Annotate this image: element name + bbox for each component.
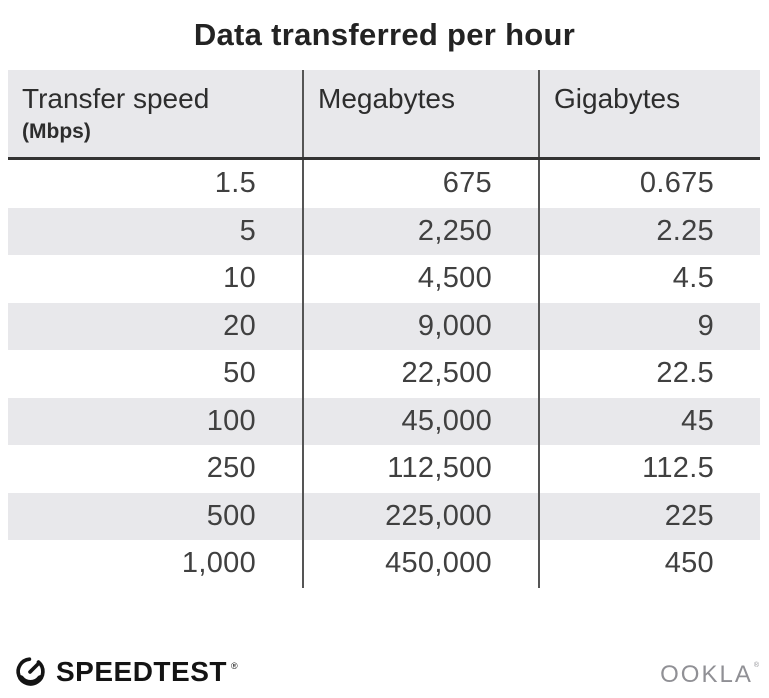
registered-trademark-icon: ® bbox=[230, 661, 238, 671]
cell-speed: 250 bbox=[206, 452, 256, 485]
cell-megabytes: 675 bbox=[302, 160, 538, 208]
table-row: 500 225,000 225 bbox=[8, 492, 760, 540]
table-row: 250 112,500 112.5 bbox=[8, 445, 760, 493]
table-body: 1.5 675 0.675 5 2,250 2.25 10 4,500 4.5 … bbox=[8, 160, 760, 588]
registered-trademark-icon: ® bbox=[753, 662, 759, 669]
cell-gigabytes: 112.5 bbox=[538, 445, 760, 493]
cell-speed: 50 bbox=[223, 357, 256, 390]
table-row: 10 4,500 4.5 bbox=[8, 255, 760, 303]
table-row: 5 2,250 2.25 bbox=[8, 207, 760, 255]
data-table: Transfer speed (Mbps) Megabytes Gigabyte… bbox=[8, 70, 760, 588]
header-transfer-speed-label: Transfer speed bbox=[22, 83, 210, 114]
cell-megabytes: 45,000 bbox=[302, 397, 538, 445]
cell-speed: 100 bbox=[206, 404, 256, 437]
cell-gigabytes: 9 bbox=[538, 302, 760, 350]
cell-gigabytes: 2.25 bbox=[538, 207, 760, 255]
cell-speed: 1,000 bbox=[181, 547, 256, 580]
ookla-logo: OOKLA ® bbox=[660, 661, 759, 689]
table-row: 1.5 675 0.675 bbox=[8, 160, 760, 208]
cell-megabytes: 225,000 bbox=[302, 492, 538, 540]
speedtest-wordmark: SPEEDTEST bbox=[56, 655, 227, 687]
cell-speed: 1.5 bbox=[214, 167, 256, 200]
cell-speed: 10 bbox=[223, 262, 256, 295]
table-row: 1,000 450,000 450 bbox=[8, 540, 760, 588]
cell-megabytes: 2,250 bbox=[302, 207, 538, 255]
cell-megabytes: 112,500 bbox=[302, 445, 538, 493]
cell-speed: 500 bbox=[206, 499, 256, 532]
table-row: 20 9,000 9 bbox=[8, 302, 760, 350]
cell-gigabytes: 45 bbox=[538, 397, 760, 445]
cell-speed: 5 bbox=[239, 214, 256, 247]
cell-gigabytes: 4.5 bbox=[538, 255, 760, 303]
cell-gigabytes: 0.675 bbox=[538, 160, 760, 208]
header-transfer-speed-unit: (Mbps) bbox=[22, 120, 91, 143]
header-megabytes: Megabytes bbox=[302, 70, 538, 157]
table-row: 50 22,500 22.5 bbox=[8, 350, 760, 398]
cell-megabytes: 4,500 bbox=[302, 255, 538, 303]
ookla-wordmark: OOKLA bbox=[660, 661, 753, 688]
cell-speed: 20 bbox=[223, 309, 256, 342]
table-row: 100 45,000 45 bbox=[8, 397, 760, 445]
cell-megabytes: 22,500 bbox=[302, 350, 538, 398]
table-header-row: Transfer speed (Mbps) Megabytes Gigabyte… bbox=[8, 70, 760, 160]
page-title: Data transferred per hour bbox=[193, 17, 576, 52]
cell-gigabytes: 225 bbox=[538, 492, 760, 540]
cell-megabytes: 450,000 bbox=[302, 540, 538, 588]
header-transfer-speed: Transfer speed (Mbps) bbox=[8, 70, 302, 157]
cell-gigabytes: 450 bbox=[538, 540, 760, 588]
cell-gigabytes: 22.5 bbox=[538, 350, 760, 398]
speedometer-gauge-icon bbox=[16, 657, 45, 686]
speedtest-logo: SPEEDTEST ® bbox=[14, 655, 238, 688]
header-gigabytes: Gigabytes bbox=[538, 70, 760, 157]
cell-megabytes: 9,000 bbox=[302, 302, 538, 350]
